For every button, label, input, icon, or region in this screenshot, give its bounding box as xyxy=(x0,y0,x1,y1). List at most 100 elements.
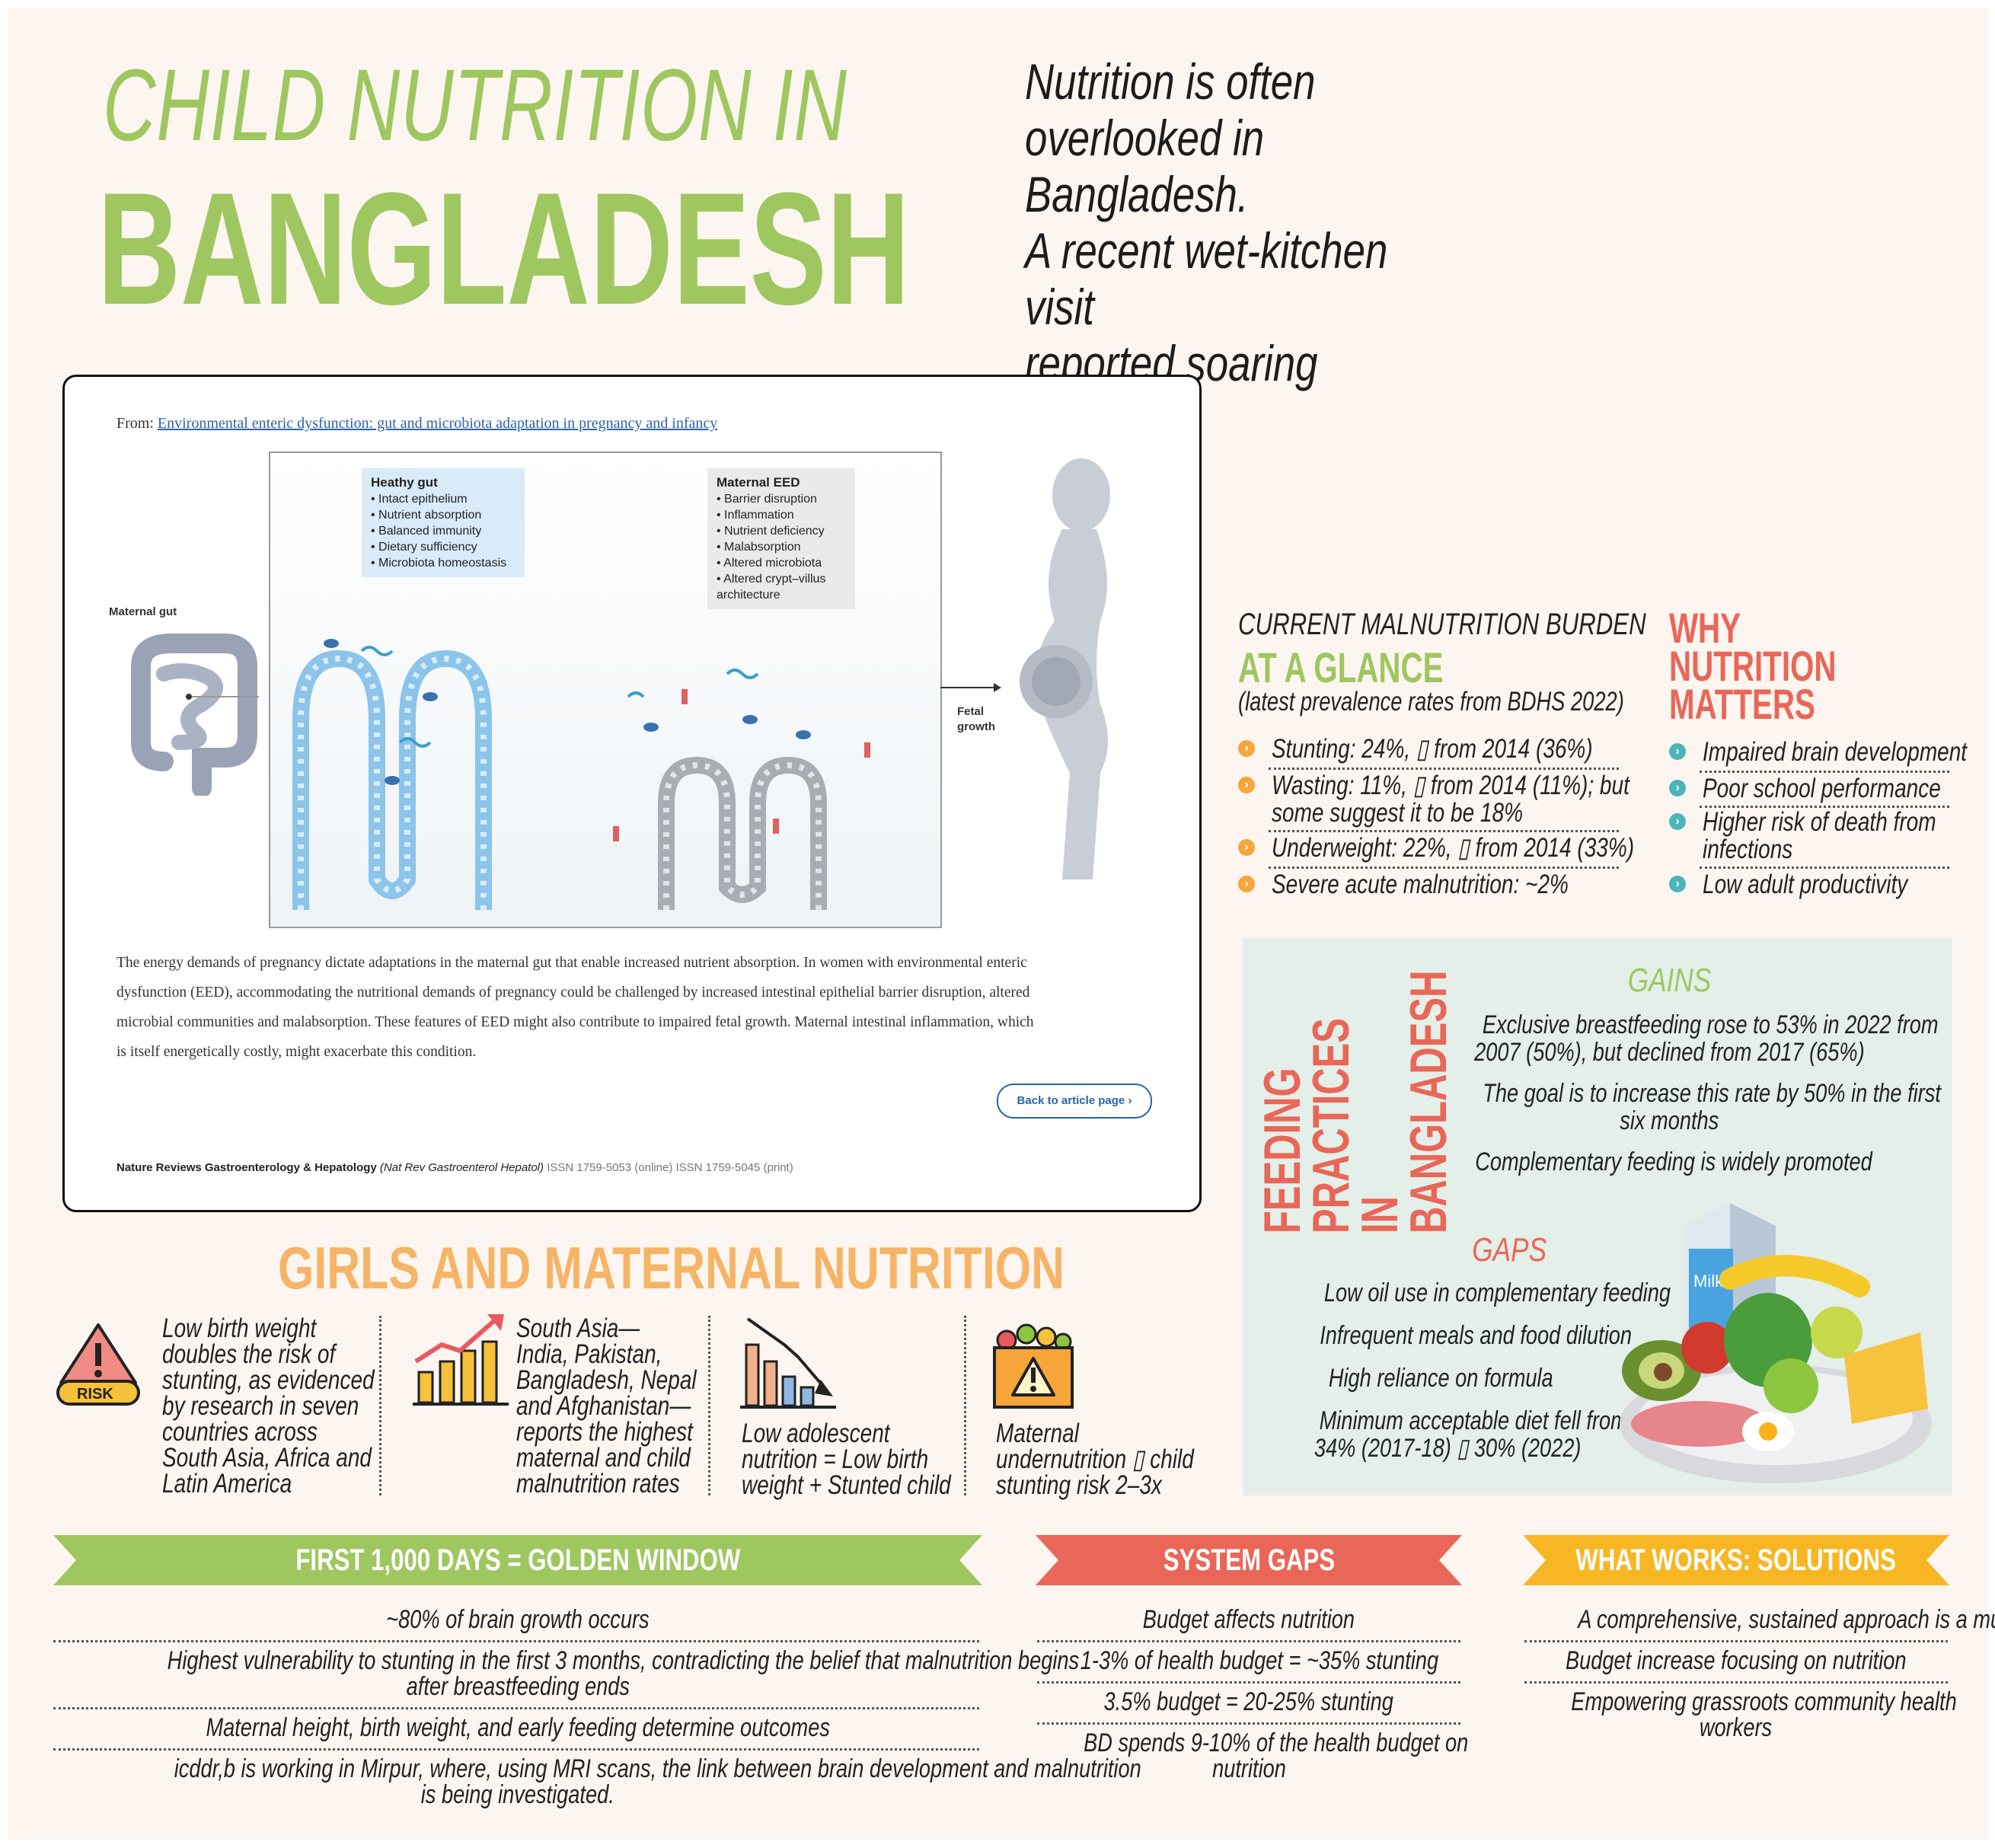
divider xyxy=(1700,771,1949,773)
title-line-1: CHILD NUTRITION IN xyxy=(103,49,847,162)
caption-line: The energy demands of pregnancy dictate … xyxy=(117,955,1027,971)
divider xyxy=(1269,830,1619,832)
gains-text: Exclusive breastfeeding rose to 53% in 2… xyxy=(1482,1010,1939,1039)
girls-text: India, Pakistan, xyxy=(516,1339,662,1369)
article-figure-panel: From: Environmental enteric dysfunction:… xyxy=(62,375,1202,1212)
feeding-title-line: FEEDING xyxy=(1253,1068,1311,1234)
gaps-text: Infrequent meals and food dilution xyxy=(1320,1321,1633,1350)
divider xyxy=(1700,806,1949,808)
eed-title: Maternal EED xyxy=(717,475,800,490)
solution-text: workers xyxy=(1700,1713,1773,1742)
article-link[interactable]: Environmental enteric dysfunction: gut a… xyxy=(157,415,718,432)
gains-item: Complementary feeding is widely promoted xyxy=(1425,1148,1913,1176)
eed-item: architecture xyxy=(717,589,780,602)
gains-text: six months xyxy=(1620,1106,1719,1135)
girls-text: and Afghanistan— xyxy=(516,1391,691,1421)
glance-item-text: some suggest it to be 18% xyxy=(1272,798,1523,828)
divider xyxy=(1524,1640,1948,1642)
girls-text: by research in seven xyxy=(162,1391,359,1421)
caption-line: microbial communities and malabsorption.… xyxy=(117,1014,1034,1030)
intro-line: Nutrition is often xyxy=(1025,53,1316,110)
girls-text: nutrition = Low birth xyxy=(742,1444,929,1474)
first-1000-text: Maternal height, birth weight, and early… xyxy=(206,1713,830,1742)
intestine-illustration xyxy=(131,634,259,796)
gaps-title-text: GAPS xyxy=(1472,1231,1547,1269)
eed-item: • Nutrient deficiency xyxy=(717,525,825,538)
villi-illustration xyxy=(292,639,870,910)
girls-text: Maternal xyxy=(996,1419,1079,1448)
healthy-item: • Microbiota homeostasis xyxy=(371,557,507,570)
solution-text: Budget increase focusing on nutrition xyxy=(1566,1646,1907,1675)
first-1000-title: FIRST 1,000 DAYS = GOLDEN WINDOW xyxy=(295,1543,740,1577)
solutions-banner: WHAT WORKS: SOLUTIONS xyxy=(1523,1535,1949,1585)
why-title-line: NUTRITION xyxy=(1669,642,1837,690)
girls-text: Low adolescent xyxy=(742,1419,890,1448)
first-1000-text: after breastfeeding ends xyxy=(406,1672,630,1701)
gains-text: 2007 (50%), but declined from 2017 (65%) xyxy=(1474,1038,1865,1067)
figure-source: From: Environmental enteric dysfunction:… xyxy=(117,415,717,432)
system-gaps-banner-shape xyxy=(1036,1535,1462,1585)
decline-chart-icon xyxy=(740,1317,836,1409)
system-item: 1-3% of health budget = ~35% stunting xyxy=(1036,1648,1462,1674)
healthy-item: • Intact epithelium xyxy=(371,493,468,506)
system-gaps-title: SYSTEM GAPS xyxy=(1163,1543,1335,1577)
why-item: › Poor school performance xyxy=(1669,775,1995,803)
gains-item: The goal is to increase this rate by 50%… xyxy=(1425,1080,1941,1135)
food-plate-illustration: Milk xyxy=(1620,1203,1932,1483)
divider xyxy=(1700,867,1949,869)
gaps-title: GAPS xyxy=(1349,1231,1669,1269)
divider xyxy=(1037,1681,1460,1684)
growth-chart-icon xyxy=(413,1314,509,1406)
journal-abbrev: (Nat Rev Gastroenterol Hepatol) xyxy=(379,1161,544,1174)
gaps-text: Minimum acceptable diet fell from xyxy=(1319,1406,1628,1435)
first-1000-text: ~80% of brain growth occurs xyxy=(386,1605,650,1634)
solution-text: Empowering grassroots community health xyxy=(1571,1687,1957,1716)
glance-item: › Stunting: 24%, ▯ from 2014 (36%) xyxy=(1238,736,1673,763)
healthy-item: • Nutrient absorption xyxy=(371,509,482,522)
gains-item: Exclusive breastfeeding rose to 53% in 2… xyxy=(1425,1011,1939,1067)
journal-issn: ISSN 1759-5053 (online) ISSN 1759-5045 (… xyxy=(547,1161,793,1174)
first-1000-banner: FIRST 1,000 DAYS = GOLDEN WINDOW xyxy=(53,1535,982,1585)
solution-item: Empowering grassroots community health w… xyxy=(1523,1689,1956,1742)
first-1000-item: Highest vulnerability to stunting in the… xyxy=(53,1648,1079,1701)
divider xyxy=(1037,1722,1460,1725)
first-1000-item: ~80% of brain growth occurs xyxy=(53,1607,982,1633)
pregnant-woman-illustration xyxy=(1020,458,1110,879)
glance-item-text: Wasting: 11%, ▯ from 2014 (11%); but xyxy=(1272,771,1630,800)
gaps-item: Minimum acceptable diet fell from 34% (2… xyxy=(1281,1407,1628,1462)
figure-caption: The energy demands of pregnancy dictate … xyxy=(117,948,1152,1067)
glance-title: AT A GLANCE xyxy=(1238,643,1444,691)
maternal-gut-label: Maternal gut xyxy=(109,605,177,618)
system-text: 1-3% of health budget = ~35% stunting xyxy=(1080,1646,1439,1675)
chevron-right-icon: › xyxy=(1238,777,1255,793)
arrow-icon xyxy=(940,683,1001,692)
girls-text: undernutrition ▯ child xyxy=(996,1444,1194,1474)
fetal-growth-label: Fetal growth xyxy=(957,704,995,735)
divider xyxy=(1524,1681,1948,1684)
system-item: 3.5% budget = 20-25% stunting xyxy=(1036,1689,1462,1715)
fetal-label-line: growth xyxy=(957,720,995,733)
first-1000-banner-shape xyxy=(53,1535,982,1585)
glance-item-text: Stunting: 24%, ▯ from 2014 (36%) xyxy=(1272,734,1593,764)
chevron-right-icon: › xyxy=(1669,876,1686,892)
intro-line: A recent wet-kitchen visit xyxy=(1025,222,1388,335)
back-to-article-button[interactable]: Back to article page › xyxy=(997,1084,1152,1119)
intro-line: overlooked in Bangladesh. xyxy=(1025,110,1265,222)
gaps-item: Low oil use in complementary feeding xyxy=(1281,1279,1671,1307)
gains-title: GAINS xyxy=(1456,964,1882,997)
healthy-gut-title: Heathy gut xyxy=(371,475,438,490)
feeding-vertical-title: FEEDING PRACTICES IN BANGLADESH xyxy=(1253,971,1457,1234)
girls-text: reports the highest xyxy=(516,1417,693,1447)
gains-text: Complementary feeding is widely promoted xyxy=(1475,1147,1872,1176)
divider xyxy=(53,1748,979,1751)
system-gaps-banner: SYSTEM GAPS xyxy=(1036,1535,1462,1585)
caption-line: is itself energetically costly, might ex… xyxy=(117,1044,477,1060)
why-item-text: Higher risk of death from xyxy=(1703,807,1936,837)
glance-subtitle: (latest prevalence rates from BDHS 2022) xyxy=(1238,687,1624,717)
risk-label: RISK xyxy=(77,1386,113,1403)
chevron-right-icon: › xyxy=(1669,743,1686,760)
first-1000-item: icddr,b is working in Mirpur, where, usi… xyxy=(53,1756,1141,1808)
girls-col-3: Low adolescent nutrition = Low birth wei… xyxy=(742,1419,1003,1499)
why-item-text: Low adult productivity xyxy=(1703,870,1908,899)
girls-text: stunting, as evidenced xyxy=(162,1365,375,1395)
